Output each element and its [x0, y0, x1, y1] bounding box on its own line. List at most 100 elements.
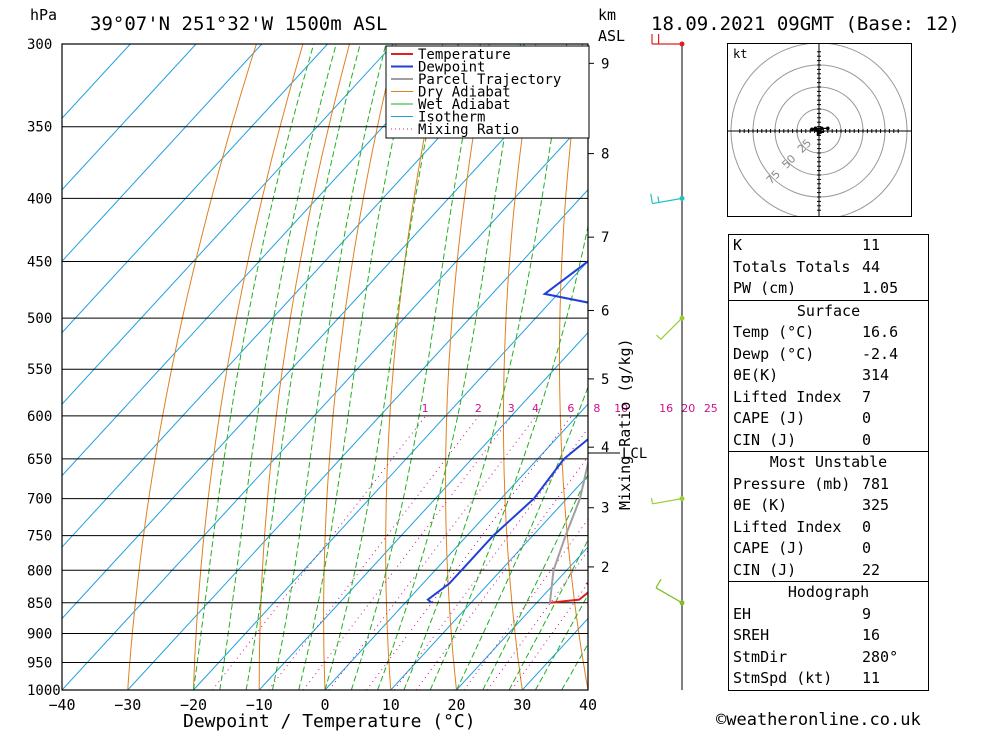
pressure-tick-label: 450 — [27, 255, 52, 271]
mixing-ratio-line — [415, 455, 588, 690]
pressure-tick-label: 600 — [27, 409, 52, 425]
pressure-axis: 300 350 400 450 500 550 600 650 700 750 800 850 900 9… — [27, 37, 61, 699]
altitude-unit-asl: ASL — [598, 27, 625, 45]
isotherm-line — [62, 44, 263, 262]
hodograph-point — [819, 126, 824, 131]
altitude-tick-label: 6 — [601, 304, 609, 320]
altitude-tick-label: 7 — [601, 230, 609, 246]
isotherm-line — [62, 44, 328, 334]
wind-barb-flag — [650, 193, 654, 204]
isotherm-line — [324, 403, 588, 690]
mu-row-thetae: θE (K) 325 — [733, 496, 890, 514]
altitude-tick-label: 5 — [601, 372, 609, 388]
wet-adiabat-line — [508, 538, 588, 690]
hodograph-point — [813, 126, 818, 131]
dry-adiabat-line — [666, 44, 719, 690]
hodo-row-stmspd: StmSpd (kt) 11 — [733, 669, 881, 687]
dry-adiabat-line — [127, 44, 257, 690]
temperature-tick-label: 0 — [320, 696, 329, 714]
surface-row-dewp: Dewp (°C) -2.4 — [733, 344, 899, 363]
hodograph-point — [810, 127, 814, 132]
isotherm-line — [62, 46, 588, 620]
legend-dewpoint: Dewpoint — [418, 60, 485, 76]
pressure-tick-label: 900 — [27, 626, 52, 642]
hodo-row-stmdir: StmDir 280° — [733, 647, 899, 666]
isotherm-line — [62, 44, 526, 548]
surface-row-cape: CAPE (J) 0 — [733, 409, 872, 427]
isotherm-line — [62, 44, 131, 119]
pressure-tick-label: 400 — [27, 191, 52, 207]
pressure-tick-label: 850 — [27, 596, 52, 612]
legend-dry-adiabat: Dry Adiabat — [418, 85, 511, 101]
altitude-unit: km — [598, 6, 616, 24]
mixing-ratio-label: 20 — [681, 402, 695, 415]
isotherm-line — [62, 117, 588, 690]
wind-barb-half-flag — [656, 334, 662, 340]
indices-panel: K 11 Totals Totals 44 PW (cm) 1.05 Surface … — [728, 234, 929, 691]
altitude-tick-label: 3 — [601, 501, 609, 517]
wind-barb-staff — [655, 587, 683, 604]
wet-adiabat-line — [298, 44, 415, 690]
pressure-unit: hPa — [30, 6, 57, 24]
mu-row-pressure: Pressure (mb) 781 — [733, 474, 890, 493]
isotherm-line — [456, 546, 588, 690]
mixing-ratio-label: 10 — [614, 402, 628, 415]
sounding-curves — [426, 259, 588, 604]
datetime-title: 18.09.2021 09GMT (Base: 12) — [651, 13, 960, 35]
hodograph-panel: kt 25 50 75 — [727, 42, 912, 220]
wind-profile — [650, 34, 685, 690]
temperature-tick-label: −10 — [246, 696, 273, 714]
hodograph-point — [826, 126, 830, 131]
hodo-row-eh: EH 9 — [733, 604, 872, 623]
mu-row-cape: CAPE (J) 0 — [733, 539, 872, 557]
dry-adiabat-line — [955, 44, 1000, 690]
altitude-tick-label: 8 — [601, 147, 609, 163]
dewpoint-curve — [426, 259, 588, 604]
wet-adiabat-line — [271, 44, 387, 690]
pressure-tick-label: 550 — [27, 362, 52, 378]
wet-adiabat-line — [429, 223, 588, 690]
pressure-tick-label: 950 — [27, 655, 52, 671]
credit-link[interactable]: ©weatheronline.co.uk — [716, 710, 921, 730]
legend-isotherm: Isotherm — [418, 110, 485, 126]
mixing-ratio-axis-title: Mixing Ratio (g/kg) — [616, 338, 634, 510]
mixing-ratio-line — [393, 427, 588, 690]
wet-adiabat-line — [482, 473, 588, 690]
pressure-tick-label: 750 — [27, 529, 52, 545]
hodograph-ring-label: 25 — [795, 137, 814, 156]
temperature-tick-label: −20 — [180, 696, 207, 714]
legend: Temperature Dewpoint Parcel Trajectory D… — [385, 45, 590, 139]
index-row-totals: Totals Totals 44 — [733, 257, 881, 276]
mixing-ratio-line — [366, 415, 572, 690]
wet-adiabat-line — [324, 44, 446, 690]
hodograph-trace — [810, 126, 830, 136]
mixing-ratio-line — [511, 582, 588, 690]
dry-adiabat-line — [323, 44, 397, 690]
temperature-tick-label: −40 — [48, 696, 75, 714]
surface-row-thetae: θE(K) 314 — [733, 366, 890, 384]
surface-title: Surface — [729, 299, 928, 323]
temperature-tick-label: 30 — [513, 696, 531, 714]
wet-adiabat-line — [350, 44, 481, 690]
wet-adiabat-line — [245, 44, 361, 690]
wet-adiabat-line — [219, 44, 337, 690]
mixing-ratio-labels: 1 2 3 4 6 8 10 16 20 25 — [422, 402, 718, 415]
altitude-tick-label: 9 — [601, 56, 609, 72]
wet-adiabat-line — [403, 44, 568, 690]
isotherm-line — [258, 331, 588, 690]
mixing-ratio-label: 2 — [475, 402, 482, 415]
surface-row-li: Lifted Index 7 — [733, 387, 872, 406]
plot-frame — [61, 43, 589, 691]
altitude-axis: 9 8 7 6 5 4 3 2 — [588, 56, 620, 576]
temperature-axis: −40 −30 −20 −10 0 10 20 30 40 — [48, 696, 597, 714]
legend-parcel: Parcel Trajectory — [418, 72, 561, 88]
mixing-ratio-label: 4 — [532, 402, 539, 415]
dry-adiabat-line — [559, 44, 588, 690]
pressure-tick-label: 700 — [27, 492, 52, 508]
wet-adiabat-line — [534, 593, 588, 690]
mixing-ratio-label: 3 — [508, 402, 515, 415]
index-row-pw: PW (cm) 1.05 — [733, 279, 899, 297]
isotherm-line — [127, 188, 588, 690]
temperature-tick-label: −30 — [114, 696, 141, 714]
